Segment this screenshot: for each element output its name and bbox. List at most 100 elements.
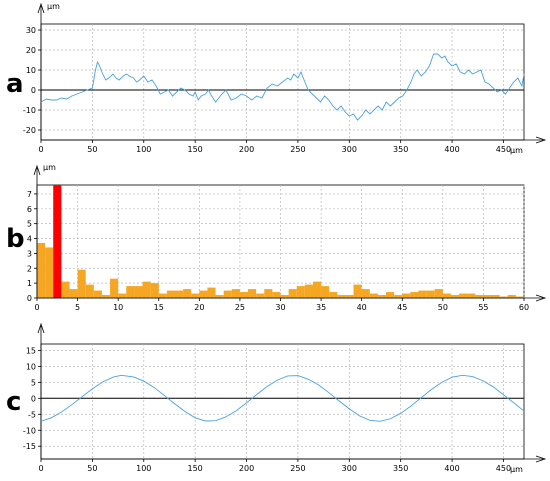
panel-c-ticks: 0 50 100 150 200 250 300 350 400 450 -15 -10 -5 0 5 10 1… [23,346,511,473]
a-ytick-label--20: -20 [23,126,36,135]
panel-a: a 0 50 100 150 200 250 300 350 400 450 -20 -10 0 10 20… [6,2,547,155]
b-ytick-label-7: 7 [27,190,32,199]
bar-17 [166,290,175,298]
b-xtick-label-10: 10 [113,303,123,312]
panel-b-axes [33,164,547,302]
a-ytick-label-30: 30 [26,26,36,35]
bar-2 [45,247,54,298]
a-xtick-label-300: 300 [342,145,357,154]
bar-5 [69,289,78,298]
a-xtick-label-200: 200 [239,145,254,154]
a-y-axis-arrow [37,2,45,14]
c-xtick-label-200: 200 [239,464,254,473]
b-ytick-label-6: 6 [27,205,32,214]
c-xtick-label-350: 350 [393,464,408,473]
a-ytick-label-20: 20 [26,46,36,55]
bar-1 [37,242,46,298]
bar-41 [361,289,370,298]
bar-37 [329,292,338,298]
panel-c-grid [41,344,524,459]
bar-46 [402,293,411,298]
bar-48 [418,290,427,298]
bar-13 [134,286,143,298]
panel-a-profile-line [40,53,525,121]
c-x-axis-arrow [535,455,547,463]
a-x-axis-arrow [535,136,547,144]
bar-30 [272,292,281,298]
c-ytick-label-10: 10 [26,362,36,371]
panel-a-label: a [6,69,24,99]
b-ytick-label-3: 3 [27,249,32,258]
bar-38 [337,295,346,298]
a-xtick-label-50: 50 [87,145,97,154]
b-ytick-label-1: 1 [27,279,32,288]
c-xtick-label-150: 150 [188,464,203,473]
panel-c-x-unit: µm [510,465,523,474]
bar-15 [150,283,159,298]
b-xtick-label-20: 20 [194,303,204,312]
b-xtick-label-15: 15 [154,303,164,312]
panel-b-label: b [6,224,25,254]
bar-59 [507,295,516,298]
c-ytick-label--5: -5 [28,410,36,419]
bar-24 [223,290,232,298]
bar-25 [231,289,240,298]
c-ytick-label-0: 0 [31,394,36,403]
c-xtick-label-300: 300 [342,464,357,473]
c-ytick-label--10: -10 [23,426,36,435]
bar-58 [499,296,508,298]
panel-b-y-unit: µm [43,163,56,172]
b-ytick-label-0: 0 [27,294,32,303]
c-xtick-label-0: 0 [38,464,43,473]
bar-53 [459,293,468,298]
bar-31 [280,295,289,298]
a-xtick-label-150: 150 [188,145,203,154]
bar-40 [353,284,362,298]
bar-29 [264,289,273,298]
bar-22 [207,287,216,298]
bar-23 [215,295,224,298]
panel-c-sine-line [40,374,525,422]
bar-52 [450,295,460,298]
b-xtick-label-25: 25 [235,303,245,312]
a-ytick-label-0: 0 [31,86,36,95]
b-xtick-label-60: 60 [519,303,529,312]
c-xtick-label-100: 100 [136,464,151,473]
c-y-axis-arrow [37,322,45,334]
b-xtick-label-45: 45 [397,303,407,312]
bar-21 [199,290,208,298]
bar-33 [296,286,305,298]
bar-42 [369,293,378,298]
b-xtick-label-5: 5 [75,303,80,312]
a-ytick-label-10: 10 [26,66,36,75]
bar-56 [483,295,492,298]
bar-36 [321,286,330,298]
panel-c-plot-frame [40,343,525,460]
bar-35 [312,281,322,298]
b-ytick-label-2: 2 [27,264,32,273]
panel-c-axes [37,322,547,463]
bar-39 [345,295,354,298]
c-xtick-label-450: 450 [496,464,511,473]
bar-12 [126,286,135,298]
bar-28 [256,293,265,298]
panel-b-bars [37,185,524,298]
b-y-axis-arrow [33,164,41,176]
bar-19 [183,289,192,298]
a-xtick-label-100: 100 [136,145,151,154]
bar-4 [61,281,70,298]
b-ytick-label-5: 5 [27,220,32,229]
panel-c-label: c [6,387,21,417]
bar-10 [110,278,119,298]
c-ytick-label-5: 5 [31,378,36,387]
bar-44 [386,292,395,298]
bar-11 [118,293,127,298]
b-x-axis-arrow [535,294,547,302]
b-xtick-label-55: 55 [478,303,488,312]
b-xtick-label-35: 35 [316,303,326,312]
bar-6 [77,269,86,298]
a-xtick-label-400: 400 [444,145,459,154]
b-xtick-label-0: 0 [34,303,39,312]
bar-14 [142,281,151,298]
